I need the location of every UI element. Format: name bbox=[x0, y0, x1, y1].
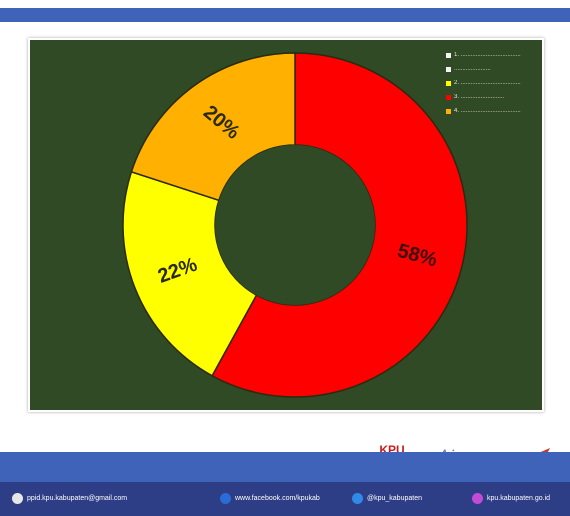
legend-swatch bbox=[446, 52, 451, 58]
email-icon bbox=[12, 493, 23, 504]
legend-item: 1. .................................... bbox=[446, 48, 538, 62]
top-accent-bar bbox=[0, 8, 570, 22]
footer-facebook[interactable]: www.facebook.com/kpukab bbox=[220, 493, 320, 504]
legend-swatch bbox=[446, 66, 451, 72]
legend-item: ...................... bbox=[446, 62, 538, 76]
bottom-accent-bar bbox=[0, 452, 570, 482]
donut-chart: 58%22%20% bbox=[122, 52, 468, 398]
legend-label: 1. .................................... bbox=[454, 52, 521, 58]
footer-email[interactable]: ppid.kpu.kabupaten@gmail.com bbox=[12, 493, 127, 504]
footer-email-text: ppid.kpu.kabupaten@gmail.com bbox=[27, 495, 128, 502]
instagram-icon bbox=[352, 493, 363, 504]
legend-swatch bbox=[446, 80, 451, 86]
footer-facebook-text: www.facebook.com/kpukab bbox=[235, 495, 320, 502]
legend-item: 2. .................................... bbox=[446, 76, 538, 90]
legend-label: ...................... bbox=[454, 66, 491, 72]
facebook-icon bbox=[220, 493, 231, 504]
legend-swatch bbox=[446, 94, 451, 100]
legend-label: 3. .......................... bbox=[454, 94, 505, 100]
legend-item: 4. .................................... bbox=[446, 104, 538, 118]
footer-instagram[interactable]: @kpu_kabupaten bbox=[352, 493, 422, 504]
chart-area: 58% 22% 20% 1. ...........................… bbox=[30, 40, 542, 410]
legend-label: 2. .................................... bbox=[454, 80, 521, 86]
donut-hole bbox=[215, 145, 375, 305]
chart-frame: 58% 22% 20% 1. ...........................… bbox=[28, 38, 544, 412]
chart-legend: 1. .....................................… bbox=[446, 48, 538, 118]
footer-website-text: kpu.kabupaten.go.id bbox=[487, 495, 551, 502]
footer: ppid.kpu.kabupaten@gmail.com www.faceboo… bbox=[0, 482, 570, 516]
footer-website[interactable]: kpu.kabupaten.go.id bbox=[472, 493, 550, 504]
legend-swatch bbox=[446, 108, 451, 114]
footer-instagram-text: @kpu_kabupaten bbox=[367, 495, 422, 502]
legend-label: 4. .................................... bbox=[454, 108, 521, 114]
globe-icon bbox=[472, 493, 483, 504]
legend-item: 3. .......................... bbox=[446, 90, 538, 104]
